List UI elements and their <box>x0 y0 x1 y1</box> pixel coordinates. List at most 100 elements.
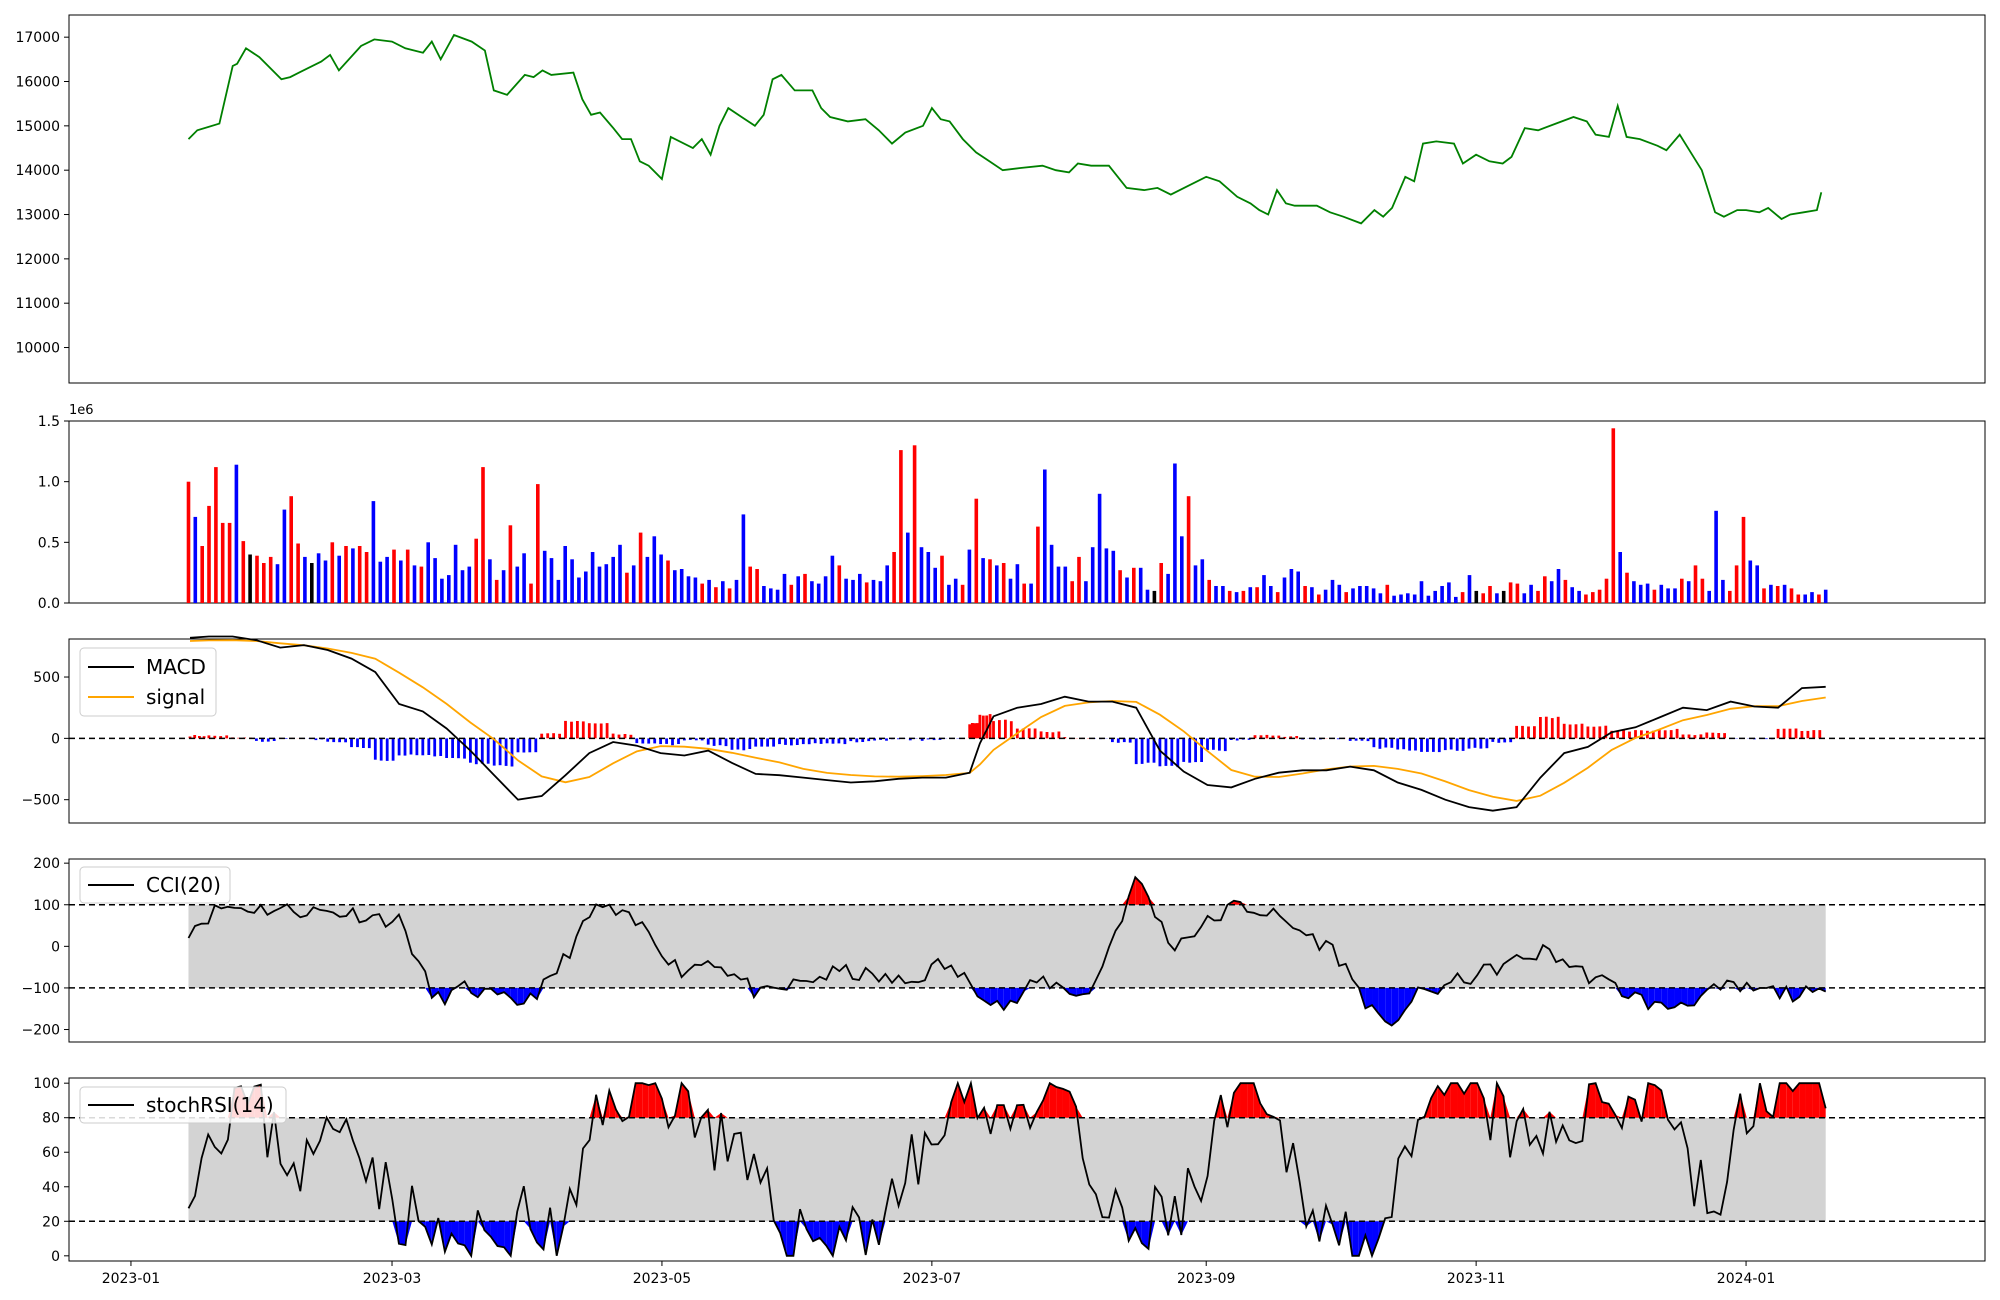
volume-bar <box>1337 584 1342 603</box>
macd-histogram-bar <box>677 738 680 744</box>
macd-histogram-bar <box>1390 738 1394 748</box>
volume-bar <box>864 582 869 603</box>
stochrsi-overbought-fill <box>721 1112 728 1118</box>
volume-bar <box>1317 594 1321 603</box>
stochrsi-overbought-fill <box>655 1083 662 1118</box>
macd-histogram-bar <box>599 723 603 739</box>
macd-histogram-bar <box>778 738 781 745</box>
macd-histogram-bar <box>540 733 544 739</box>
stochrsi-overbought-fill <box>1247 1083 1254 1118</box>
macd-histogram-bar <box>1473 738 1477 748</box>
stochrsi-overbought-fill <box>1431 1086 1438 1118</box>
volume-bar <box>1474 590 1479 603</box>
volume-bar <box>666 560 670 603</box>
macd-histogram-bar <box>688 738 692 740</box>
macd-histogram-bar <box>1408 738 1411 751</box>
macd-histogram-bar <box>1212 738 1215 750</box>
macd-histogram-bar <box>439 738 443 756</box>
macd-histogram-bar <box>635 738 639 744</box>
macd-histogram-bar <box>1663 730 1667 739</box>
volume-bar <box>1796 594 1801 603</box>
stochrsi-overbought-fill <box>1069 1091 1077 1118</box>
volume-bar <box>488 559 492 603</box>
macd-histogram-bar <box>1045 732 1049 739</box>
volume-bar <box>1577 590 1581 603</box>
price-line <box>187 33 1823 225</box>
macd-histogram-bar <box>623 734 627 739</box>
macd-histogram-bar <box>1651 730 1655 739</box>
cci-y-tick-label: 100 <box>33 898 60 914</box>
macd-histogram-bar <box>1033 728 1037 739</box>
volume-bar <box>1330 579 1335 603</box>
volume-bar <box>1104 548 1109 603</box>
stochrsi-oversold-fill <box>398 1221 406 1246</box>
volume-bar <box>1412 594 1417 603</box>
volume-bar <box>1680 578 1684 603</box>
macd-histogram-bar <box>653 738 657 744</box>
stochrsi-oversold-fill <box>444 1221 452 1252</box>
macd-histogram-bar <box>968 724 972 739</box>
volume-bar <box>447 575 451 603</box>
volume-bar <box>1227 590 1232 603</box>
volume-bar <box>323 560 328 603</box>
macd-histogram-bar <box>1586 726 1590 739</box>
stochrsi-oversold-fill <box>1299 1221 1307 1227</box>
macd-histogram-bar <box>1544 716 1548 739</box>
stochrsi-y-tick-label: 20 <box>42 1214 60 1230</box>
stochrsi-oversold-fill <box>1372 1221 1379 1256</box>
macd-histogram-bar <box>1717 733 1721 739</box>
cci-oversold-fill <box>1654 987 1662 1003</box>
macd-histogram-bar <box>1027 728 1031 739</box>
volume-bar <box>1467 575 1472 603</box>
volume-bar <box>789 584 794 603</box>
macd-histogram-bar <box>445 738 448 758</box>
volume-bar <box>316 553 321 603</box>
macd-histogram-bar <box>920 738 924 741</box>
cci-oversold-fill <box>1635 987 1642 995</box>
macd-y-tick-label: 0 <box>51 731 60 747</box>
cci-oversold-fill <box>1681 987 1688 1006</box>
stochrsi-oversold-fill <box>536 1221 544 1250</box>
volume-bar <box>721 581 725 603</box>
stochrsi-plot-area <box>69 1079 1985 1259</box>
cci-oversold-fill <box>1648 987 1655 1010</box>
volume-bar <box>1762 588 1766 603</box>
macd-histogram-bar <box>350 738 353 748</box>
stochrsi-overbought-fill <box>642 1083 649 1118</box>
cci-oversold-fill <box>1694 987 1701 1006</box>
volume-bar <box>1289 569 1294 603</box>
volume-bar <box>1823 589 1828 603</box>
macd-histogram-bar <box>1437 738 1441 753</box>
macd-histogram-bar <box>694 738 698 741</box>
volume-bar <box>679 569 684 603</box>
volume-bar <box>1262 575 1266 603</box>
volume-bar <box>933 567 937 603</box>
macd-histogram-bar <box>474 738 478 765</box>
stochrsi-overbought-fill <box>1812 1083 1820 1118</box>
volume-bar <box>296 543 300 603</box>
macd-histogram-bar <box>730 738 734 750</box>
volume-bar <box>940 555 944 603</box>
stochrsi-overbought-fill <box>1648 1083 1655 1118</box>
cci-y-ticks: −200 −100 0 100 200 <box>22 856 69 1039</box>
macd-histogram-bar <box>1443 738 1447 751</box>
stochrsi-legend: stochRSI(14) <box>79 1086 287 1124</box>
volume-bar <box>1241 590 1246 603</box>
date-x-ticks: 2023-01 2023-03 2023-05 2023-07 2023-09 2023-… <box>102 1261 1775 1287</box>
macd-histogram-bar <box>272 738 276 741</box>
macd-histogram-bar <box>1705 732 1709 739</box>
macd-histogram-bar <box>1616 730 1620 739</box>
macd-histogram-bar <box>1788 728 1792 739</box>
volume-bar <box>885 565 889 603</box>
macd-histogram-bar <box>188 736 192 739</box>
volume-bar <box>707 579 711 603</box>
stochrsi-oversold-fill <box>1352 1221 1359 1256</box>
macd-histogram-bar <box>1527 726 1530 739</box>
volume-bar <box>1714 510 1718 603</box>
macd-histogram-bar <box>647 738 651 744</box>
macd-histogram-bar <box>1194 738 1197 763</box>
macd-histogram-bar <box>397 738 401 756</box>
volume-bar <box>453 544 458 603</box>
volume-bar <box>282 509 287 603</box>
